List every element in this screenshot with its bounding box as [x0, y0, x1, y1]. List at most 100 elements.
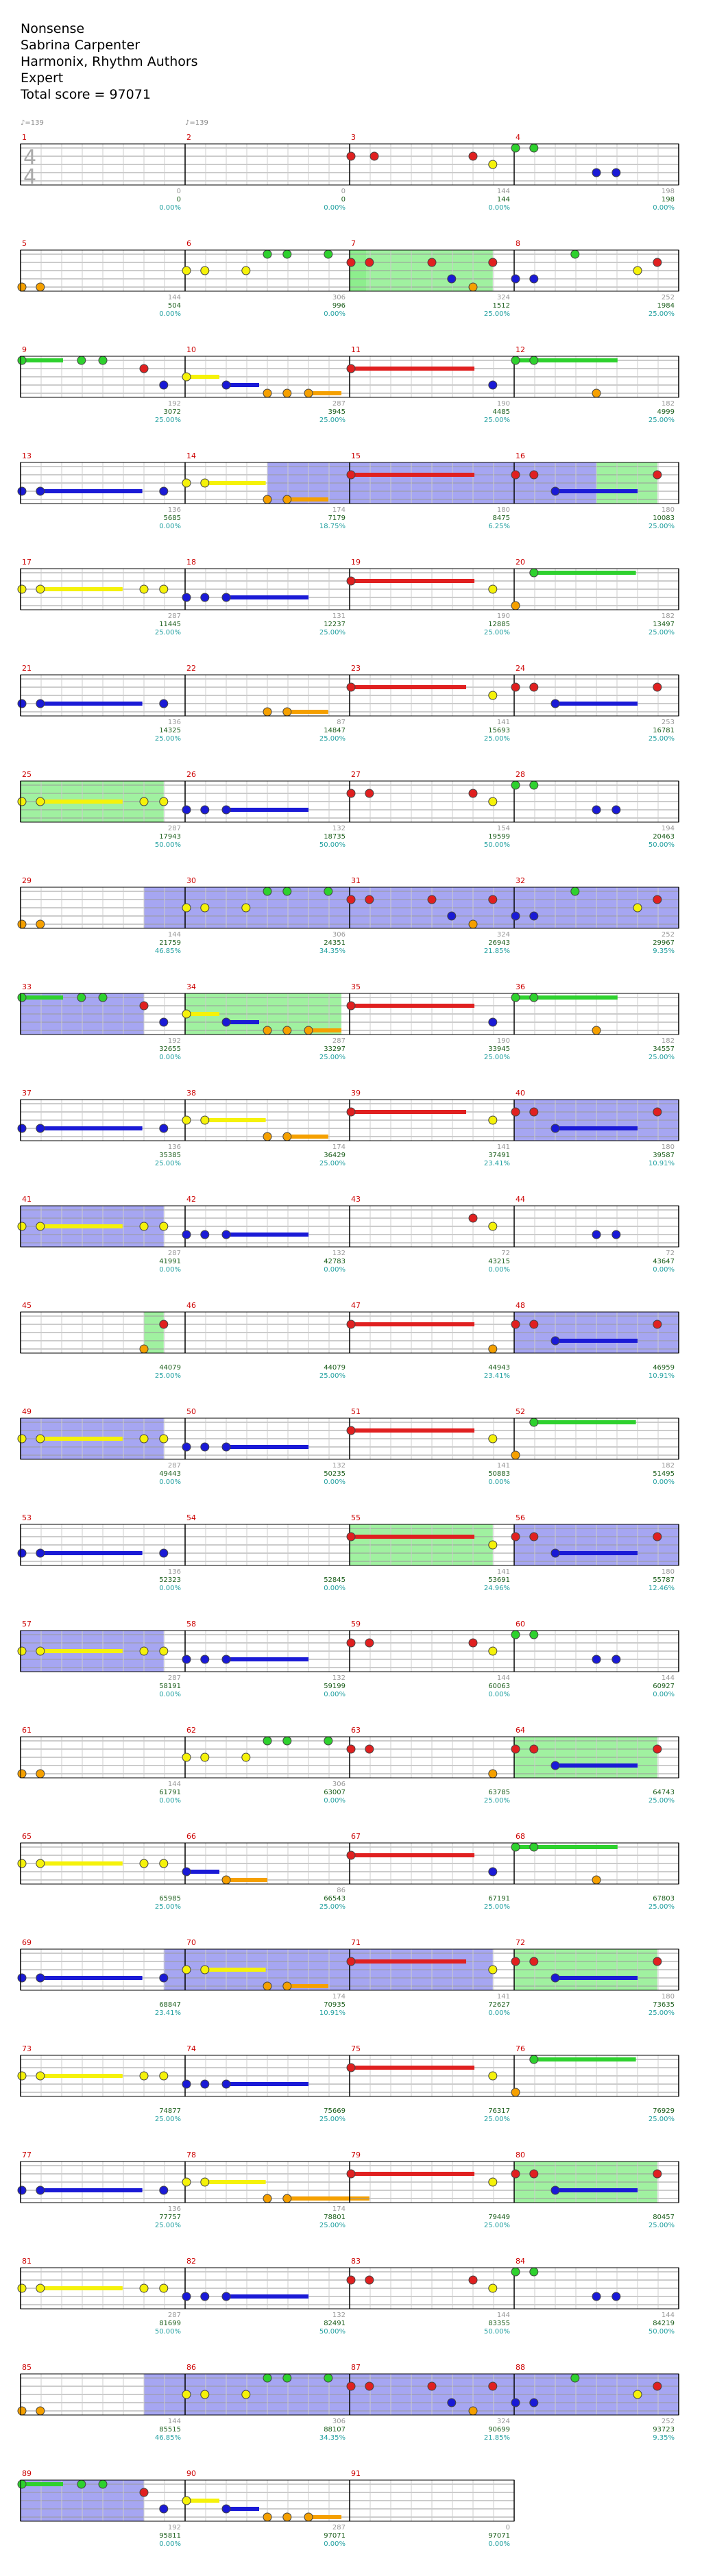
- measure-points: 141: [497, 1462, 510, 1470]
- staff-border: [20, 2161, 679, 2203]
- note: [159, 1124, 169, 1133]
- overdrive-percent: 25.00%: [319, 1054, 346, 1061]
- note: [346, 1638, 356, 1648]
- sustain-tail: [40, 1976, 143, 1980]
- note: [304, 1026, 313, 1035]
- measure-number: 18: [186, 558, 196, 567]
- overdrive-percent: 25.00%: [649, 629, 675, 636]
- running-score: 44079: [159, 1364, 181, 1372]
- measure-row: 737487725.00%747566925.00%757631725.00%7…: [17, 2044, 679, 2123]
- note: [488, 380, 498, 390]
- note: [200, 805, 210, 815]
- note: [77, 993, 86, 1002]
- overdrive-percent: 25.00%: [319, 2116, 346, 2123]
- measure-number: 61: [22, 1726, 32, 1735]
- note: [346, 2381, 356, 2391]
- sustain-tail: [204, 2180, 266, 2184]
- measure-points: 132: [332, 2312, 346, 2319]
- note: [365, 789, 374, 798]
- measure-number: 44: [516, 1195, 525, 1204]
- note: [139, 2488, 149, 2497]
- overdrive-percent: 9.35%: [653, 2434, 675, 2442]
- artist-name: Sabrina Carpenter: [21, 38, 141, 53]
- measure-number: 85: [22, 2363, 32, 2372]
- note: [346, 2169, 356, 2179]
- note: [221, 2292, 231, 2301]
- note: [592, 805, 601, 815]
- sustain-tail: [351, 1853, 474, 1857]
- note: [511, 356, 520, 365]
- note: [36, 1769, 45, 1779]
- sustain-tail: [22, 995, 63, 1000]
- note: [36, 699, 45, 708]
- note: [282, 1981, 292, 1991]
- overdrive-percent: 46.85%: [155, 2434, 181, 2442]
- measure-number: 35: [351, 982, 361, 991]
- staff-border: [20, 1099, 679, 1141]
- overdrive-percent: 25.00%: [484, 1903, 510, 1911]
- overdrive-percent: 25.00%: [319, 735, 346, 743]
- note: [529, 682, 539, 692]
- overdrive-percent: 10.91%: [649, 1372, 675, 1380]
- sustain-tail: [22, 358, 63, 362]
- note: [488, 1769, 498, 1779]
- note: [427, 895, 437, 904]
- staff-border: [20, 143, 679, 186]
- note: [182, 1655, 191, 1664]
- note: [182, 2292, 191, 2301]
- sustain-tail: [186, 1012, 219, 1016]
- measure-number: 14: [186, 451, 196, 460]
- measure-points: 180: [662, 1568, 675, 1576]
- measure-points: 0: [506, 2524, 510, 2531]
- measure-number: 42: [186, 1195, 196, 1204]
- note: [200, 478, 210, 488]
- sustain-tail: [226, 2507, 259, 2511]
- note: [468, 1213, 478, 1223]
- overdrive-percent: 50.00%: [484, 841, 510, 849]
- overdrive-percent: 0.00%: [488, 2009, 510, 2017]
- note: [346, 2063, 356, 2072]
- measure-number: 33: [22, 982, 32, 991]
- measure-number: 17: [22, 558, 32, 567]
- note: [612, 168, 621, 177]
- note: [427, 2381, 437, 2391]
- running-score: 63785: [488, 1789, 510, 1796]
- staff-border: [20, 462, 679, 504]
- measure-number: 68: [516, 1832, 525, 1841]
- measure-points: 136: [168, 1568, 181, 1576]
- running-score: 82491: [324, 2320, 346, 2327]
- running-score: 3072: [164, 408, 181, 416]
- measure-row: 89192958110.00%90287970710.00%910970710.…: [17, 2469, 515, 2548]
- running-score: 51495: [653, 1470, 675, 1478]
- running-score: 35385: [159, 1152, 181, 1159]
- note: [511, 2088, 520, 2097]
- note: [511, 2169, 520, 2179]
- measure-number: 73: [22, 2044, 32, 2053]
- note: [182, 1009, 191, 1019]
- measure-number: 76: [516, 2044, 525, 2053]
- measure-points: 198: [662, 188, 675, 195]
- sustain-tail: [351, 1535, 474, 1539]
- note: [346, 682, 356, 692]
- running-score: 10083: [653, 515, 675, 522]
- note: [511, 2267, 520, 2277]
- running-score: 79449: [488, 2214, 510, 2221]
- measure-number: 69: [22, 1938, 32, 1947]
- sustain-tail: [308, 2515, 341, 2519]
- measure-row: 454407925.00%464407925.00%474494323.41%4…: [20, 1301, 679, 1380]
- note: [200, 1115, 210, 1125]
- sustain-tail: [351, 685, 466, 689]
- measure-points: 131: [332, 612, 346, 620]
- sustain-tail: [204, 1968, 266, 1972]
- note: [488, 797, 498, 806]
- overdrive-percent: 50.00%: [155, 841, 181, 849]
- note: [221, 1442, 231, 1452]
- total-score: Total score = 97071: [21, 87, 151, 102]
- note: [653, 1532, 662, 1541]
- note: [365, 258, 374, 267]
- note: [653, 258, 662, 267]
- note: [550, 1548, 560, 1558]
- note: [346, 1107, 356, 1117]
- running-score: 50883: [488, 1470, 510, 1478]
- measure-points: 132: [332, 1674, 346, 1682]
